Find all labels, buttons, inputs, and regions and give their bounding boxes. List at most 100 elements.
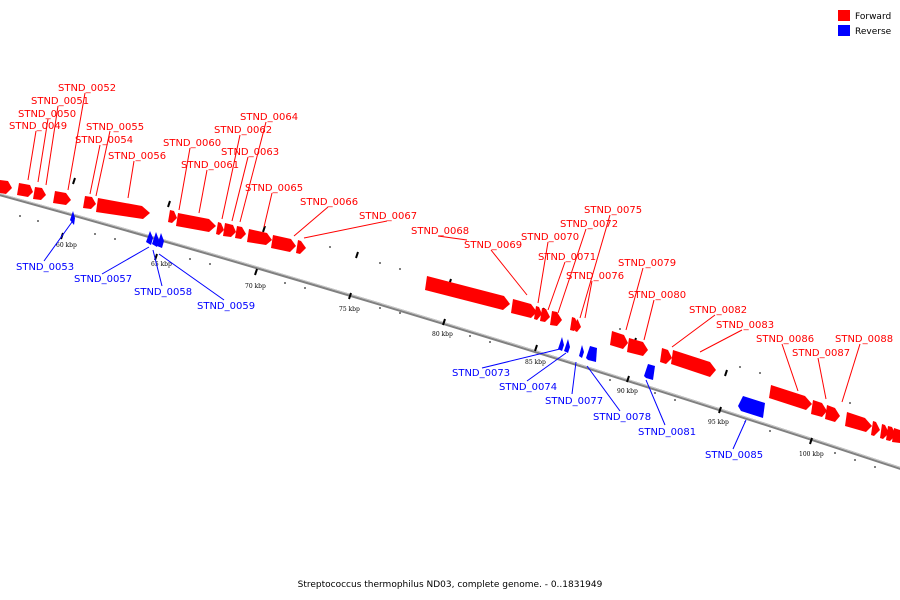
minor-ticks: [19, 215, 876, 468]
gene-label-stnd-0074: STND_0074: [499, 382, 557, 393]
gene-label-stnd-0060: STND_0060: [163, 138, 221, 149]
gene-arrow-forward: [769, 385, 812, 410]
gene-label-stnd-0080: STND_0080: [628, 290, 686, 301]
gene-arrow-reverse: [738, 396, 765, 418]
reverse-gene-labels: STND_0053 STND_0057 STND_0058 STND_0059 …: [16, 262, 763, 461]
gene-label-stnd-0058: STND_0058: [134, 287, 192, 298]
legend-label-forward: Forward: [855, 12, 891, 22]
reverse-genes: [70, 211, 765, 418]
gene-label-stnd-0059: STND_0059: [197, 301, 255, 312]
gene-arrow-forward: [575, 319, 581, 332]
gene-label-stnd-0062: STND_0062: [214, 125, 272, 136]
gene-label-stnd-0073: STND_0073: [452, 368, 510, 379]
genome-backbone: [0, 193, 900, 470]
gene-label-stnd-0049: STND_0049: [9, 121, 67, 132]
gene-arrow-forward: [0, 180, 12, 194]
gene-arrow-reverse: [586, 346, 597, 362]
gene-arrow-reverse: [157, 233, 164, 248]
gene-label-stnd-0081: STND_0081: [638, 427, 696, 438]
gene-arrow-reverse: [579, 345, 584, 358]
gene-label-stnd-0085: STND_0085: [705, 450, 763, 461]
scale-label: 70 kbp: [245, 283, 266, 290]
gene-label-stnd-0071: STND_0071: [538, 252, 596, 263]
gene-label-stnd-0055: STND_0055: [86, 122, 144, 133]
gene-arrow-reverse: [146, 231, 153, 245]
gene-label-stnd-0088: STND_0088: [835, 334, 893, 345]
gene-label-stnd-0052: STND_0052: [58, 83, 116, 94]
gene-arrow-forward: [660, 348, 672, 364]
gene-label-stnd-0072: STND_0072: [560, 219, 618, 230]
gene-arrow-forward: [296, 240, 306, 254]
scale-labels: 60 kbp 65 kbp 70 kbp 75 kbp 80 kbp 85 kb…: [56, 242, 824, 458]
gene-label-stnd-0061: STND_0061: [181, 160, 239, 171]
gene-arrow-forward: [216, 222, 224, 235]
gene-arrow-forward: [550, 311, 562, 326]
reverse-leader-lines: [43, 221, 747, 450]
gene-arrow-forward: [83, 196, 96, 209]
scale-label: 85 kbp: [525, 359, 546, 366]
gene-arrow-forward: [223, 223, 236, 237]
gene-label-stnd-0079: STND_0079: [618, 258, 676, 269]
gene-arrow-forward: [511, 299, 537, 318]
map-caption: Streptococcus thermophilus ND03, complet…: [298, 580, 603, 590]
gene-label-stnd-0054: STND_0054: [75, 135, 133, 146]
scale-label: 75 kbp: [339, 306, 360, 313]
legend-label-reverse: Reverse: [855, 27, 892, 37]
gene-label-stnd-0076: STND_0076: [566, 271, 624, 282]
gene-label-stnd-0063: STND_0063: [221, 147, 279, 158]
scale-label: 60 kbp: [56, 242, 77, 249]
gene-label-stnd-0067: STND_0067: [359, 211, 417, 222]
forward-leader-lines: [27, 92, 861, 403]
gene-arrow-forward: [96, 198, 150, 219]
gene-arrow-forward: [271, 235, 296, 252]
scale-label: 95 kbp: [708, 419, 729, 426]
scale-label: 80 kbp: [432, 331, 453, 338]
gene-label-stnd-0082: STND_0082: [689, 305, 747, 316]
gene-label-stnd-0057: STND_0057: [74, 274, 132, 285]
scale-label: 100 kbp: [799, 451, 824, 458]
legend-swatch-reverse: [838, 25, 850, 36]
gene-label-stnd-0056: STND_0056: [108, 151, 166, 162]
gene-label-stnd-0068: STND_0068: [411, 226, 469, 237]
gene-arrow-reverse: [558, 337, 564, 351]
gene-arrow-forward: [610, 331, 628, 349]
gene-arrow-forward: [534, 306, 542, 320]
gene-arrow-reverse: [644, 364, 655, 380]
gene-label-stnd-0069: STND_0069: [464, 240, 522, 251]
gene-label-stnd-0078: STND_0078: [593, 412, 651, 423]
gene-label-stnd-0050: STND_0050: [18, 109, 76, 120]
gene-label-stnd-0053: STND_0053: [16, 262, 74, 273]
gene-arrow-forward: [247, 229, 272, 245]
legend: Forward Reverse: [838, 10, 892, 37]
gene-arrow-forward: [540, 308, 550, 322]
gene-label-stnd-0065: STND_0065: [245, 183, 303, 194]
scale-label: 90 kbp: [617, 388, 638, 395]
gene-label-stnd-0051: STND_0051: [31, 96, 89, 107]
gene-arrow-forward: [425, 276, 510, 310]
scale-label: 65 kbp: [151, 261, 172, 268]
gene-label-stnd-0070: STND_0070: [521, 232, 579, 243]
gene-arrow-forward: [176, 213, 216, 232]
genome-backbone-highlight: [0, 193, 900, 468]
gene-arrow-forward: [235, 226, 246, 239]
gene-label-stnd-0086: STND_0086: [756, 334, 814, 345]
gene-label-stnd-0064: STND_0064: [240, 112, 298, 123]
gene-arrow-forward: [671, 350, 716, 377]
gene-label-stnd-0087: STND_0087: [792, 348, 850, 359]
gene-arrow-forward: [627, 338, 648, 356]
gene-arrow-forward: [168, 210, 177, 223]
gene-arrow-forward: [871, 421, 880, 436]
gene-arrow-forward: [17, 183, 33, 197]
legend-swatch-forward: [838, 10, 850, 21]
gene-label-stnd-0077: STND_0077: [545, 396, 603, 407]
gene-arrow-forward: [33, 187, 46, 200]
gene-arrow-forward: [53, 191, 71, 205]
gene-arrow-forward: [892, 428, 900, 443]
gene-label-stnd-0066: STND_0066: [300, 197, 358, 208]
gene-arrow-forward: [845, 412, 872, 432]
forward-genes: [0, 180, 900, 443]
gene-label-stnd-0083: STND_0083: [716, 320, 774, 331]
gene-label-stnd-0075: STND_0075: [584, 205, 642, 216]
gene-arrow-reverse: [70, 211, 75, 225]
